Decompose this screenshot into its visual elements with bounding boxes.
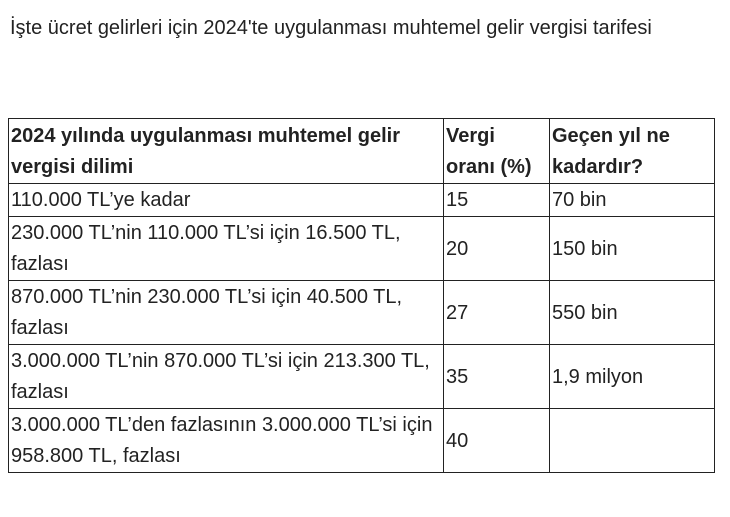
table-row: 110.000 TL’ye kadar 15 70 bin: [8, 183, 715, 217]
cell-bracket: 110.000 TL’ye kadar: [8, 183, 444, 217]
cell-last-year: 150 bin: [549, 216, 715, 281]
cell-bracket: 230.000 TL’nin 110.000 TL’si için 16.500…: [8, 216, 444, 281]
header-tax-bracket: 2024 yılında uygulanması muhtemel gelir …: [8, 118, 444, 184]
cell-rate: 27: [443, 280, 550, 345]
cell-last-year: 550 bin: [549, 280, 715, 345]
table-row: 3.000.000 TL’den fazlasının 3.000.000 TL…: [8, 408, 715, 473]
table-row: 3.000.000 TL’nin 870.000 TL’si için 213.…: [8, 344, 715, 409]
cell-rate: 35: [443, 344, 550, 409]
cell-bracket: 3.000.000 TL’den fazlasının 3.000.000 TL…: [8, 408, 444, 473]
cell-last-year: 1,9 milyon: [549, 344, 715, 409]
cell-last-year: [549, 408, 715, 473]
table-row: 230.000 TL’nin 110.000 TL’si için 16.500…: [8, 216, 715, 281]
article-heading: İşte ücret gelirleri için 2024'te uygula…: [10, 17, 652, 39]
cell-rate: 15: [443, 183, 550, 217]
cell-rate: 20: [443, 216, 550, 281]
header-last-year: Geçen yıl ne kadardır?: [549, 118, 715, 184]
header-tax-rate: Vergi oranı (%): [443, 118, 550, 184]
income-tax-table: 2024 yılında uygulanması muhtemel gelir …: [8, 118, 715, 473]
table-header-row: 2024 yılında uygulanması muhtemel gelir …: [8, 118, 715, 184]
cell-last-year: 70 bin: [549, 183, 715, 217]
cell-bracket: 3.000.000 TL’nin 870.000 TL’si için 213.…: [8, 344, 444, 409]
table-row: 870.000 TL’nin 230.000 TL’si için 40.500…: [8, 280, 715, 345]
cell-bracket: 870.000 TL’nin 230.000 TL’si için 40.500…: [8, 280, 444, 345]
cell-rate: 40: [443, 408, 550, 473]
